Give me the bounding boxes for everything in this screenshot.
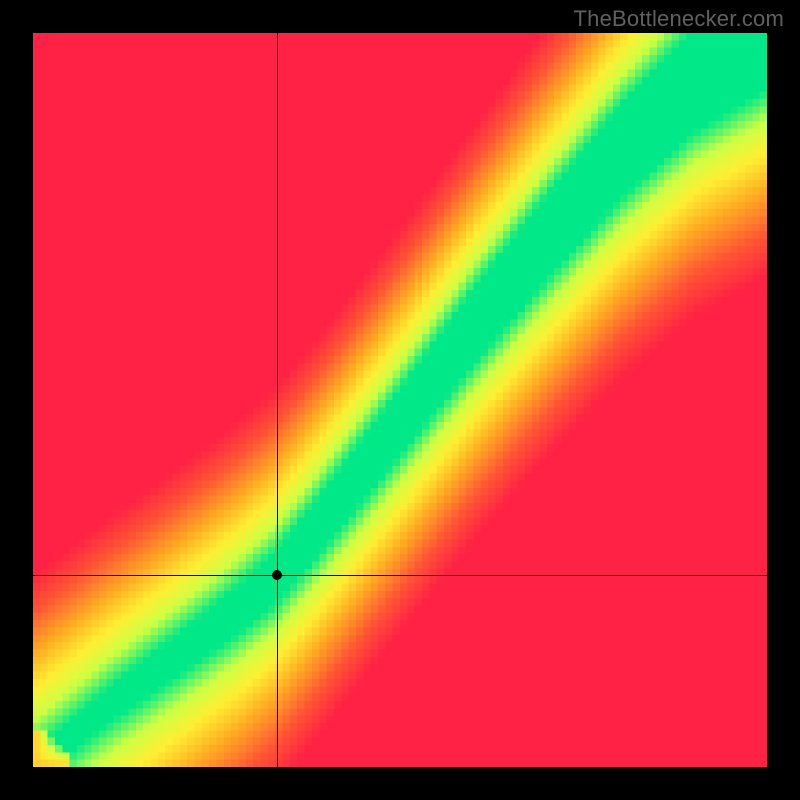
crosshair-marker — [272, 570, 282, 580]
crosshair-horizontal — [33, 575, 767, 576]
bottleneck-heatmap — [33, 33, 767, 767]
heatmap-canvas — [33, 33, 767, 767]
crosshair-vertical — [277, 33, 278, 767]
watermark-text: TheBottlenecker.com — [574, 6, 784, 32]
